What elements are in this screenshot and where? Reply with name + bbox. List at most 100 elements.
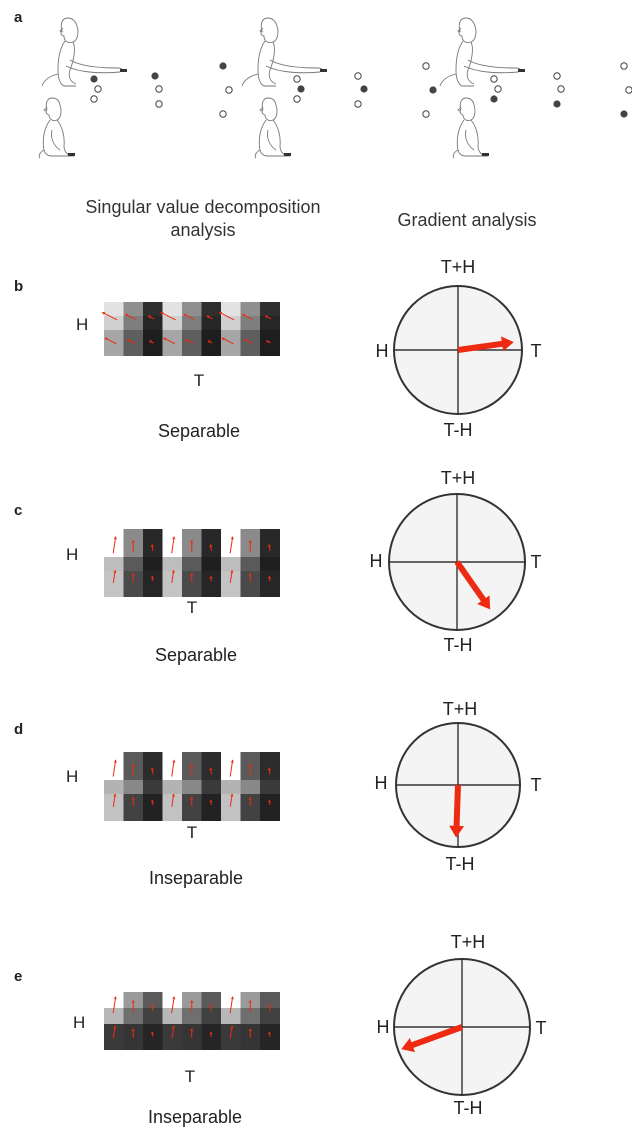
field-arrow-head bbox=[242, 313, 246, 317]
circle-label-left: H bbox=[375, 773, 388, 793]
field-arrow bbox=[112, 759, 117, 777]
heatmap-cell bbox=[260, 1024, 280, 1050]
field-arrow-head bbox=[131, 763, 135, 767]
field-arrow-head bbox=[248, 1028, 252, 1032]
svd-heatmap bbox=[104, 752, 280, 821]
field-arrow-head bbox=[172, 759, 176, 763]
heatmap-cell bbox=[104, 794, 124, 821]
heatmap-cell bbox=[201, 752, 222, 780]
heatmap-cell bbox=[162, 1008, 183, 1024]
panel-caption: Separable bbox=[155, 645, 237, 665]
panel-c: c H T Separable T+H H T T-H bbox=[14, 468, 542, 665]
field-arrow-head bbox=[244, 339, 247, 342]
field-arrow bbox=[229, 759, 234, 777]
field-arrow bbox=[101, 311, 118, 321]
field-arrow-head bbox=[172, 536, 176, 540]
heatmap-cell bbox=[123, 571, 144, 597]
panel-caption: Separable bbox=[158, 421, 240, 441]
target-dots bbox=[90, 62, 233, 118]
heatmap-cell bbox=[260, 992, 280, 1008]
gradient-arrow bbox=[454, 560, 487, 603]
circle-label-left: H bbox=[376, 341, 389, 361]
heatmap-cell bbox=[182, 1008, 202, 1024]
svd-header-line1: Singular value decomposition bbox=[85, 197, 320, 217]
panel-label: c bbox=[14, 502, 22, 519]
heatmap-cell bbox=[143, 992, 163, 1008]
field-arrow-head bbox=[172, 996, 176, 1000]
field-arrow-head bbox=[113, 536, 117, 540]
svd-header-line2: analysis bbox=[170, 220, 235, 240]
heatmap-cell bbox=[104, 992, 124, 1008]
field-arrow-head bbox=[150, 544, 154, 548]
gradient-arrow-head bbox=[449, 825, 465, 838]
field-arrow-head bbox=[267, 576, 272, 579]
monkey-reaching-illustration bbox=[41, 17, 128, 87]
field-arrow-head bbox=[190, 573, 194, 576]
field-arrow-head bbox=[248, 763, 252, 767]
heatmap-cell bbox=[201, 992, 222, 1008]
heatmap-cell bbox=[221, 557, 241, 571]
panel-label-a: a bbox=[14, 9, 23, 26]
heatmap-cell bbox=[201, 1024, 222, 1050]
panel-d: d H T Inseparable T+H H T T-H bbox=[14, 699, 542, 888]
field-arrow bbox=[171, 536, 175, 554]
row-axis-label: H bbox=[76, 315, 88, 334]
circle-label-top: T+H bbox=[441, 468, 476, 488]
row-axis-label: H bbox=[66, 767, 78, 786]
field-arrow-head bbox=[150, 799, 155, 803]
heatmap-cell bbox=[201, 557, 222, 571]
panel-caption: Inseparable bbox=[149, 868, 243, 888]
field-arrow-head bbox=[209, 767, 213, 771]
circle-label-right: T bbox=[536, 1018, 547, 1038]
panel-e: e H T Inseparable T+H H T T-H bbox=[14, 932, 547, 1127]
heatmap-cell bbox=[260, 316, 280, 330]
gradient-arrow bbox=[409, 1024, 464, 1049]
heatmap-cell bbox=[162, 316, 183, 330]
field-arrow-head bbox=[230, 996, 234, 1000]
panel-label: e bbox=[14, 968, 22, 985]
field-arrow-head bbox=[125, 313, 129, 317]
heatmap-cell bbox=[260, 752, 280, 780]
heatmap-cell bbox=[221, 302, 241, 316]
heatmap-arrows bbox=[101, 311, 272, 345]
field-arrow-head bbox=[190, 796, 194, 800]
field-arrow-head bbox=[267, 767, 271, 771]
field-arrow-head bbox=[219, 312, 223, 315]
gradient-header: Gradient analysis bbox=[397, 210, 536, 230]
heatmap-cell bbox=[123, 794, 144, 821]
field-arrow-head bbox=[113, 570, 117, 573]
panel-b: b H T Separable T+H H T T-H bbox=[14, 257, 542, 441]
heatmap-cell bbox=[143, 302, 163, 316]
heatmap-cell bbox=[221, 529, 241, 557]
heatmap-cell bbox=[104, 752, 124, 780]
heatmap-cell bbox=[201, 571, 222, 597]
heatmap-cell bbox=[201, 1008, 222, 1024]
heatmap-cell bbox=[104, 571, 124, 597]
field-arrow-head bbox=[131, 796, 135, 800]
panel-label: b bbox=[14, 278, 23, 295]
gradient-circle bbox=[393, 285, 523, 415]
heatmap-cell bbox=[162, 529, 183, 557]
field-arrow-head bbox=[190, 763, 194, 767]
field-arrow-head bbox=[171, 570, 175, 573]
target-dots bbox=[490, 62, 632, 118]
field-arrow bbox=[218, 311, 235, 321]
heatmap-cell bbox=[143, 529, 163, 557]
col-axis-label: T bbox=[187, 598, 197, 617]
field-arrow-head bbox=[150, 767, 154, 771]
col-axis-label: T bbox=[185, 1067, 195, 1086]
heatmap-cell bbox=[162, 992, 183, 1008]
field-arrow-head bbox=[190, 1000, 194, 1003]
heatmap-cell bbox=[182, 302, 202, 316]
circle-label-bottom: T-H bbox=[446, 854, 475, 874]
heatmap-cell bbox=[143, 316, 163, 330]
gradient-arrow bbox=[457, 340, 505, 353]
heatmap-cell bbox=[104, 1008, 124, 1024]
heatmap-cell bbox=[162, 794, 183, 821]
field-arrow-head bbox=[113, 793, 117, 797]
field-arrow-head bbox=[183, 313, 187, 317]
field-arrow-head bbox=[127, 339, 130, 342]
field-arrow bbox=[171, 996, 175, 1014]
heatmap-cell bbox=[123, 1008, 144, 1024]
field-arrow-head bbox=[150, 1004, 154, 1008]
